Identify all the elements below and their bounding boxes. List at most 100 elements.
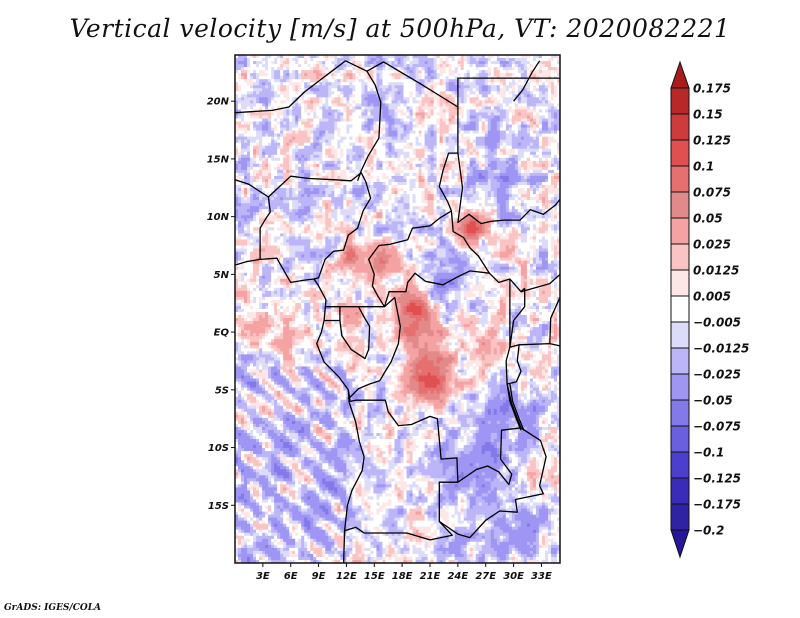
- field-cell: [256, 130, 260, 135]
- field-cell: [442, 172, 447, 177]
- field-cell: [412, 185, 416, 189]
- field-cell: [520, 127, 525, 131]
- field-cell: [340, 112, 344, 116]
- field-cell: [472, 73, 477, 77]
- field-cell: [265, 130, 269, 135]
- field-cell: [448, 157, 453, 162]
- field-cell: [409, 166, 413, 171]
- field-cell: [445, 166, 450, 171]
- field-cell: [478, 145, 483, 150]
- field-cell: [547, 130, 552, 135]
- field-cell: [448, 175, 453, 180]
- field-cell: [451, 130, 456, 135]
- field-cell: [352, 106, 356, 110]
- field-cell: [256, 182, 260, 186]
- field-cell: [286, 182, 290, 186]
- field-cell: [400, 106, 404, 110]
- field-cell: [451, 91, 456, 95]
- field-cell: [349, 79, 353, 83]
- field-cell: [550, 151, 555, 156]
- field-cell: [520, 166, 525, 171]
- field-cell: [397, 73, 401, 77]
- field-cell: [427, 178, 431, 183]
- field-cell: [397, 188, 401, 192]
- field-cell: [532, 163, 537, 168]
- field-cell: [556, 103, 561, 107]
- field-cell: [478, 163, 483, 168]
- field-cell: [472, 103, 477, 107]
- field-cell: [283, 94, 287, 98]
- field-cell: [391, 76, 395, 80]
- field-cell: [427, 188, 431, 192]
- field-cell: [274, 112, 278, 116]
- field-cell: [484, 151, 489, 156]
- field-cell: [433, 64, 438, 68]
- field-cell: [295, 142, 299, 147]
- field-cell: [262, 151, 266, 156]
- field-cell: [316, 154, 320, 159]
- field-cell: [301, 82, 305, 86]
- field-cell: [544, 88, 549, 92]
- field-cell: [532, 191, 537, 195]
- field-cell: [283, 88, 287, 92]
- field-cell: [445, 97, 450, 101]
- field-cell: [496, 121, 501, 125]
- field-cell: [262, 91, 266, 95]
- field-cell: [469, 139, 474, 144]
- field-cell: [544, 133, 549, 138]
- field-cell: [313, 151, 317, 156]
- field-cell: [472, 70, 477, 74]
- field-cell: [403, 79, 407, 83]
- field-cell: [502, 175, 507, 180]
- field-cell: [352, 191, 356, 195]
- field-cell: [274, 100, 278, 104]
- field-cell: [253, 79, 257, 83]
- field-cell: [550, 103, 555, 107]
- field-cell: [538, 118, 543, 122]
- field-cell: [364, 127, 368, 131]
- field-cell: [247, 79, 251, 83]
- field-cell: [526, 136, 531, 141]
- field-cell: [271, 88, 275, 92]
- field-cell: [535, 82, 540, 86]
- field-cell: [490, 115, 495, 119]
- field-cell: [544, 142, 549, 147]
- field-cell: [256, 160, 260, 165]
- field-cell: [295, 121, 299, 125]
- field-cell: [334, 97, 338, 101]
- field-cell: [364, 85, 368, 89]
- field-cell: [400, 145, 404, 150]
- field-cell: [322, 154, 326, 159]
- field-cell: [472, 85, 477, 89]
- field-cell: [340, 185, 344, 189]
- field-cell: [424, 118, 428, 122]
- field-cell: [379, 73, 383, 77]
- field-cell: [355, 112, 359, 116]
- field-cell: [442, 136, 447, 141]
- field-cell: [502, 182, 507, 186]
- field-cell: [406, 97, 410, 101]
- field-cell: [322, 182, 326, 186]
- field-cell: [364, 88, 368, 92]
- field-cell: [430, 188, 435, 192]
- field-cell: [265, 55, 269, 59]
- field-cell: [271, 182, 275, 186]
- field-cell: [235, 124, 239, 128]
- field-cell: [541, 154, 546, 159]
- field-cell: [241, 154, 245, 159]
- field-cell: [379, 169, 383, 174]
- field-cell: [454, 67, 459, 71]
- field-cell: [487, 94, 492, 98]
- field-cell: [322, 103, 326, 107]
- field-cell: [358, 70, 362, 74]
- field-cell: [484, 188, 489, 192]
- field-cell: [328, 55, 332, 59]
- field-cell: [496, 79, 501, 83]
- field-cell: [367, 148, 371, 153]
- field-cell: [358, 166, 362, 171]
- field-cell: [352, 188, 356, 192]
- field-cell: [238, 112, 242, 116]
- field-cell: [442, 70, 447, 74]
- field-cell: [433, 182, 438, 186]
- field-cell: [493, 127, 498, 131]
